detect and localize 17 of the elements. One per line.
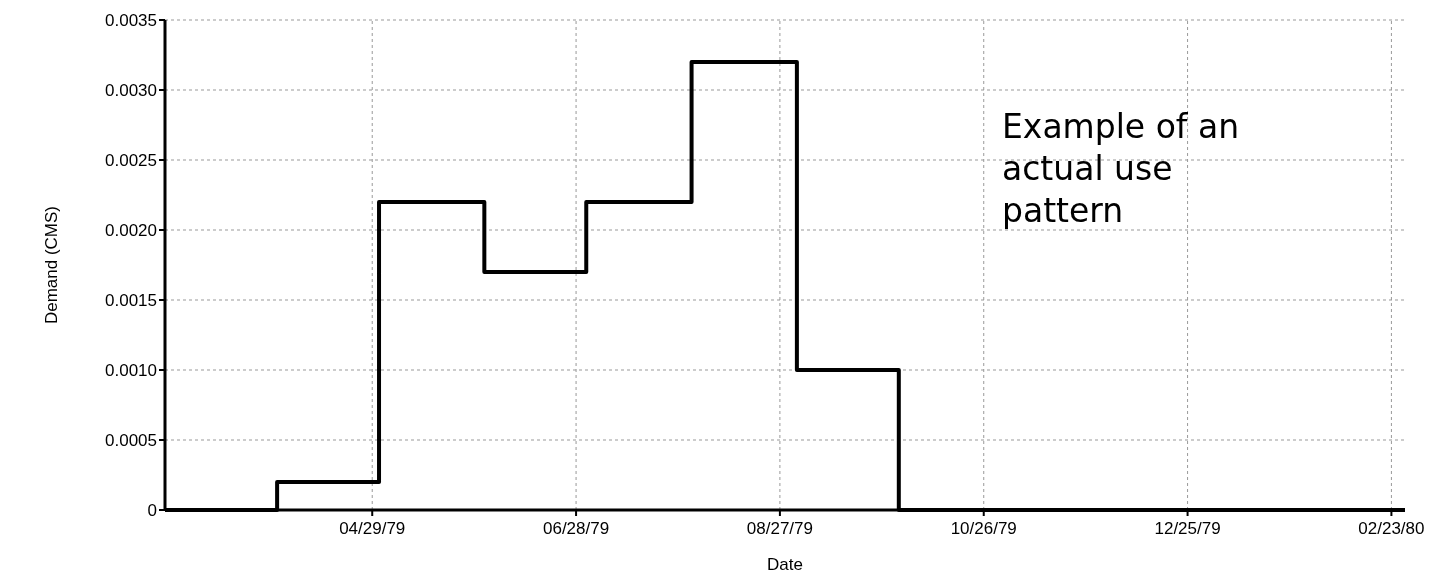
y-tick-label: 0.0015 <box>105 290 157 310</box>
x-tick-label: 08/27/79 <box>746 519 813 538</box>
y-tick-label: 0.0030 <box>105 80 157 100</box>
x-tick-label: 04/29/79 <box>339 519 406 538</box>
y-tick-label: 0.0010 <box>105 360 157 380</box>
y-tick-label: 0 <box>147 500 157 520</box>
x-tick-label: 10/26/79 <box>950 519 1017 538</box>
y-tick-label: 0.0035 <box>105 10 157 30</box>
x-axis-title: Date <box>767 555 803 574</box>
x-tick-label: 06/28/79 <box>542 519 610 538</box>
y-tick-label: 0.0025 <box>105 150 157 170</box>
y-axis-title: Demand (CMS) <box>42 205 61 325</box>
annotation: Example of an actual use pattern <box>1002 107 1240 230</box>
y-tick-label: 0.0020 <box>105 220 157 240</box>
y-tick-label: 0.0005 <box>105 430 157 450</box>
x-tick-label: 12/25/79 <box>1154 519 1221 538</box>
x-tick-label: 02/23/80 <box>1358 519 1425 538</box>
